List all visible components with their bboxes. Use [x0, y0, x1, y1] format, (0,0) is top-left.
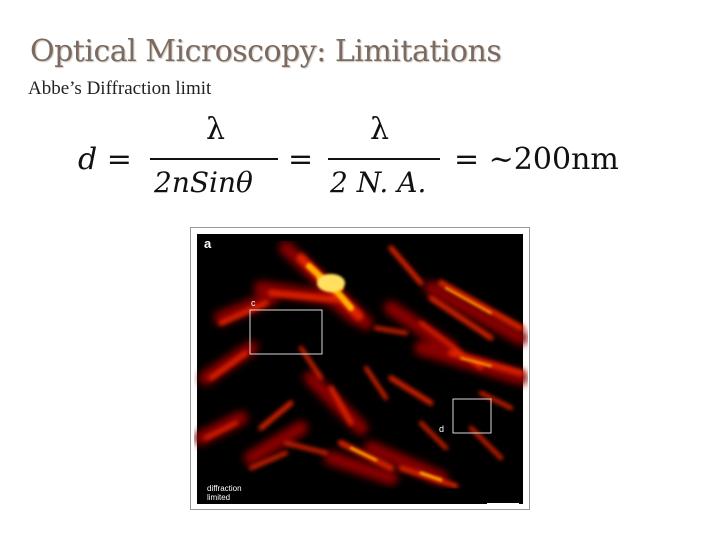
micrograph-image — [191, 234, 529, 506]
fraction1-bar — [150, 158, 278, 160]
fraction2-denominator: 2 N. A. — [330, 166, 427, 199]
fraction2-bar — [328, 158, 440, 160]
slide-title: Optical Microscopy: Limitations — [30, 34, 502, 69]
inset-label-c: c — [251, 298, 256, 308]
bright-spot — [317, 274, 345, 292]
panel-letter: a — [204, 236, 212, 251]
equation-equals: = — [288, 142, 314, 177]
fraction2-numerator: λ — [370, 112, 390, 147]
diffraction-limited-micrograph: a c d diffraction limited — [190, 227, 530, 510]
inset-box-c — [249, 309, 323, 355]
equation-lhs: d = — [78, 142, 132, 177]
abbe-equation: d = λ 2nSinθ = λ 2 N. A. = ~200nm — [78, 112, 658, 212]
fraction1-denominator: 2nSinθ — [154, 166, 253, 199]
caption-line-2: limited — [207, 493, 231, 502]
fraction1-numerator: λ — [206, 112, 226, 147]
slide-subtitle: Abbe’s Diffraction limit — [28, 78, 212, 99]
scale-bar — [487, 503, 519, 506]
equation-rhs: = ~200nm — [454, 142, 619, 177]
inset-box-d — [452, 398, 492, 434]
inset-label-d: d — [439, 424, 445, 434]
caption-line-1: diffraction — [207, 484, 242, 493]
